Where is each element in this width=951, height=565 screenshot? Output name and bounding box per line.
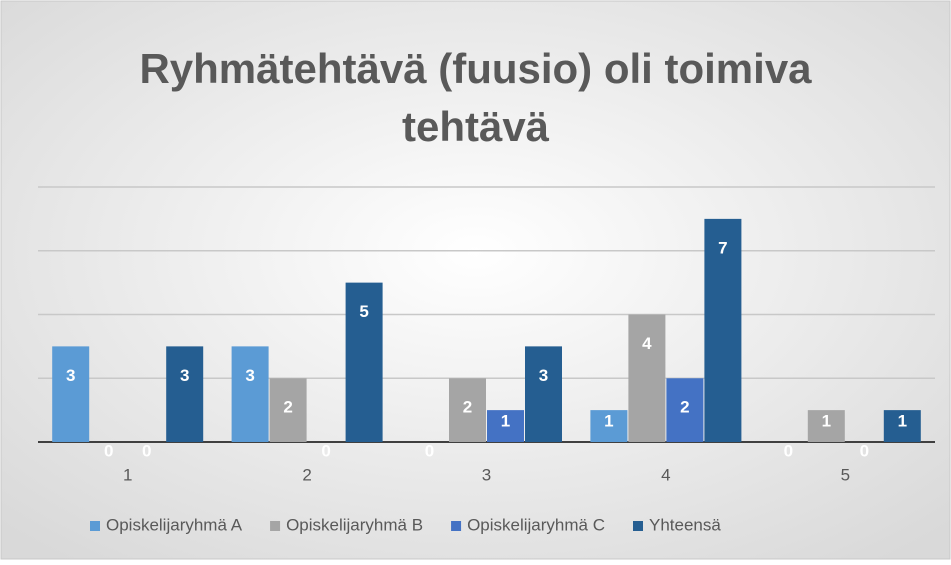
x-tick-label: 3 (482, 465, 491, 484)
bar (704, 218, 742, 442)
bar (666, 378, 704, 442)
legend-label: Yhteensä (649, 515, 721, 534)
legend-label: Opiskelijaryhmä C (467, 515, 605, 534)
data-label: 7 (718, 238, 727, 257)
x-tick-label: 5 (841, 465, 850, 484)
x-tick-label: 1 (123, 465, 132, 484)
bar (52, 346, 90, 442)
data-label: 1 (898, 411, 907, 430)
data-label: 1 (822, 411, 831, 430)
data-label: 0 (321, 441, 330, 460)
legend-label: Opiskelijaryhmä A (106, 515, 243, 534)
data-label: 3 (66, 366, 75, 385)
legend-swatch (270, 521, 281, 531)
bar (590, 410, 628, 442)
data-label: 4 (642, 334, 652, 353)
data-label: 1 (501, 411, 510, 430)
bar (449, 378, 486, 442)
data-label: 3 (539, 366, 548, 385)
data-label: 3 (180, 366, 189, 385)
legend-label: Opiskelijaryhmä B (286, 515, 423, 534)
data-label: 2 (283, 398, 292, 417)
bar (883, 410, 921, 442)
data-label: 3 (245, 366, 254, 385)
data-label: 0 (142, 441, 151, 460)
bar (269, 378, 307, 442)
bar (525, 346, 562, 442)
data-label: 2 (680, 398, 689, 417)
bar (166, 346, 204, 442)
bar (628, 314, 666, 442)
chart-title: Ryhmätehtävä (fuusio) oli toimiva tehtäv… (139, 45, 812, 150)
data-label: 2 (463, 398, 472, 417)
bar (231, 346, 269, 442)
legend-swatch (633, 521, 643, 531)
data-label: 0 (860, 441, 869, 460)
legend-swatch (90, 521, 100, 531)
data-label: 0 (784, 441, 793, 460)
legend-swatch (451, 521, 462, 531)
bar (807, 410, 845, 442)
data-label: 0 (425, 441, 434, 460)
x-tick-label: 2 (302, 465, 311, 484)
data-label: 0 (104, 441, 113, 460)
data-label: 1 (604, 411, 613, 430)
data-label: 5 (359, 302, 368, 321)
bar (487, 410, 524, 442)
bar (345, 282, 383, 442)
x-tick-label: 4 (661, 465, 670, 484)
